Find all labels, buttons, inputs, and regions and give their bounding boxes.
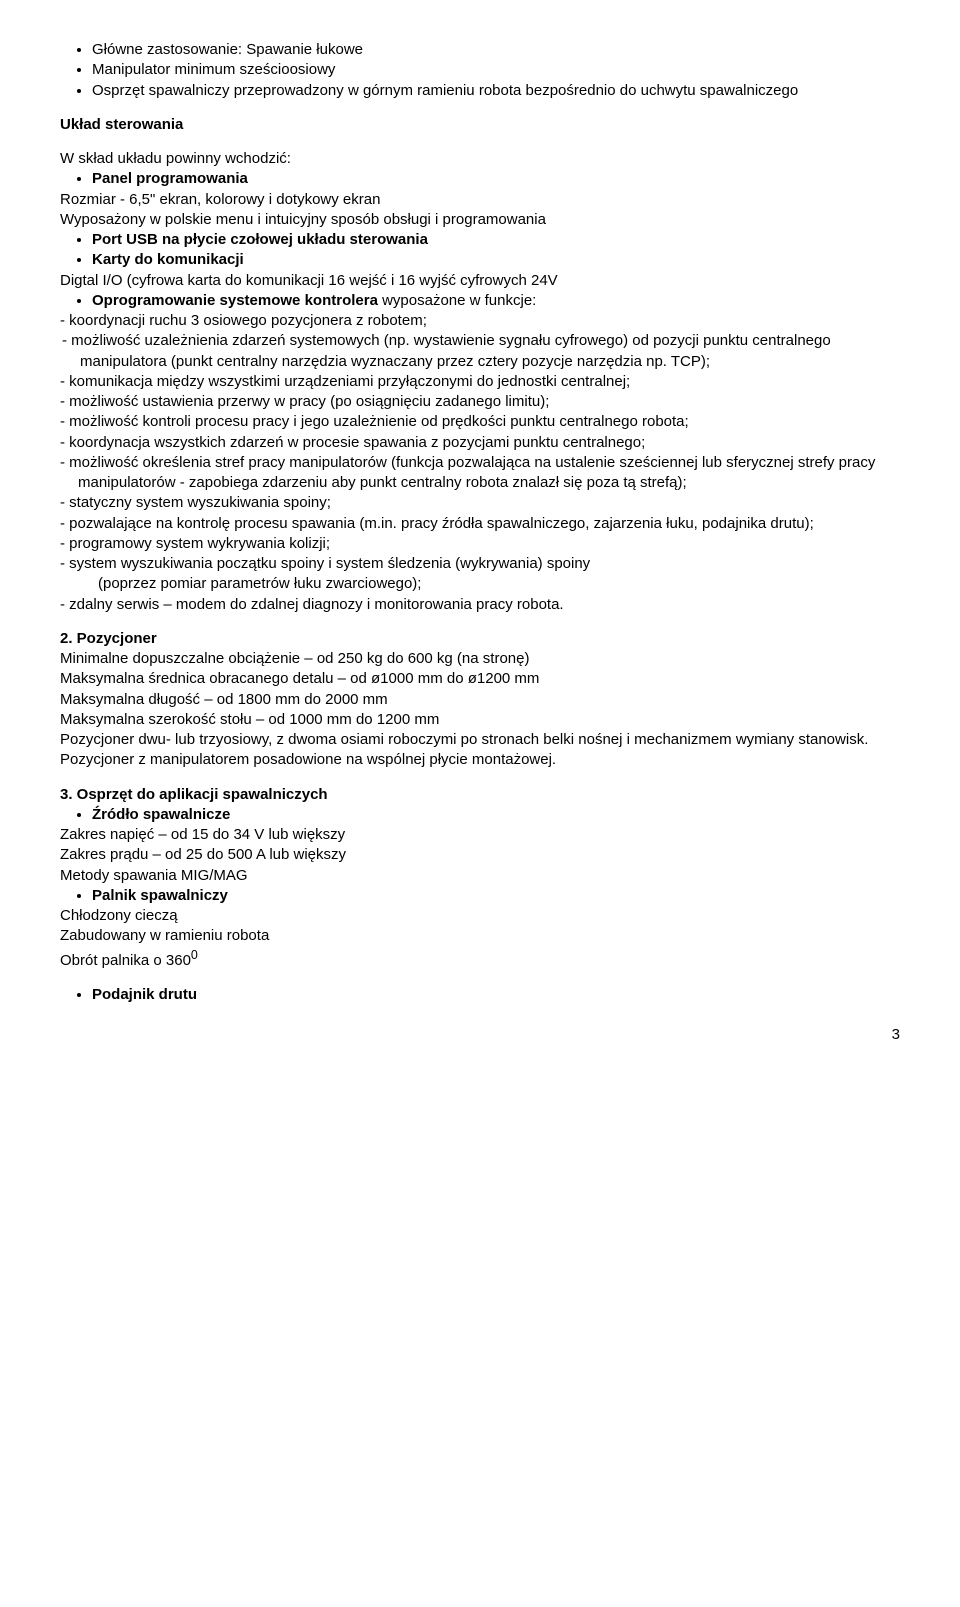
uklad-list2: Port USB na płycie czołowej układu stero… — [60, 230, 900, 271]
inline-text: Pozycjoner dwu- lub trzyosiowy, z dwoma … — [60, 730, 900, 750]
plain-line: Maksymalna długość – od 1800 mm do 2000 … — [60, 690, 900, 710]
osp-list1: Źródło spawalnicze — [60, 805, 900, 825]
superscript: 0 — [191, 948, 198, 962]
inline-text: - możliwość uzależnienia zdarzeń systemo… — [62, 331, 900, 372]
plain-line: Rozmiar - 6,5" ekran, kolorowy i dotykow… — [60, 190, 900, 210]
section-title-uklad: Układ sterowania — [60, 115, 900, 135]
plain-line: Chłodzony cieczą — [60, 906, 900, 926]
plain-line: Pozycjoner dwu- lub trzyosiowy, z dwoma … — [60, 730, 900, 750]
dash-line-cont: (poprzez pomiar parametrów łuku zwarciow… — [60, 574, 900, 594]
plain-line: Zakres prądu – od 25 do 500 A lub większ… — [60, 845, 900, 865]
bullet-item: Główne zastosowanie: Spawanie łukowe — [92, 40, 900, 60]
page-number: 3 — [60, 1025, 900, 1045]
bullet-item: Oprogramowanie systemowe kontrolera wypo… — [92, 291, 900, 311]
plain-line: Zakres napięć – od 15 do 34 V lub większ… — [60, 825, 900, 845]
section-title-osp: 3. Osprzęt do aplikacji spawalniczych — [60, 785, 900, 805]
dash-line: - komunikacja między wszystkimi urządzen… — [60, 372, 900, 392]
osp-list2: Palnik spawalniczy — [60, 886, 900, 906]
dash-line: - możliwość ustawienia przerwy w pracy (… — [60, 392, 900, 412]
bullet-item: Port USB na płycie czołowej układu stero… — [92, 230, 900, 250]
dash-line: - możliwość uzależnienia zdarzeń systemo… — [60, 331, 900, 372]
bullet-item: Osprzęt spawalniczy przeprowadzony w gór… — [92, 81, 900, 101]
bullet-item: Manipulator minimum sześcioosiowy — [92, 60, 900, 80]
dash-line: - system wyszukiwania początku spoiny i … — [60, 554, 900, 574]
bullet-item: Palnik spawalniczy — [92, 886, 900, 906]
top-bullets: Główne zastosowanie: Spawanie łukowe Man… — [60, 40, 900, 101]
section-title-poz: 2. Pozycjoner — [60, 629, 900, 649]
inline-text: - możliwość określenia stref pracy manip… — [60, 453, 900, 494]
dash-line: - programowy system wykrywania kolizji; — [60, 534, 900, 554]
plain-line: Maksymalna średnica obracanego detalu – … — [60, 669, 900, 689]
dash-line: - statyczny system wyszukiwania spoiny; — [60, 493, 900, 513]
uklad-list: Panel programowania — [60, 169, 900, 189]
bullet-item: Źródło spawalnicze — [92, 805, 900, 825]
bold-text: Oprogramowanie systemowe kontrolera — [92, 292, 378, 309]
plain-line: Pozycjoner z manipulatorem posadowione n… — [60, 750, 900, 770]
bullet-item: Karty do komunikacji — [92, 250, 900, 270]
plain-line: Metody spawania MIG/MAG — [60, 866, 900, 886]
inline-text: wyposażone w funkcje: — [378, 292, 536, 309]
plain-line: Wyposażony w polskie menu i intuicyjny s… — [60, 210, 900, 230]
dash-line: - koordynacji ruchu 3 osiowego pozycjone… — [60, 311, 900, 331]
bullet-item: Podajnik drutu — [92, 985, 900, 1005]
dash-line: - pozwalające na kontrolę procesu spawan… — [60, 514, 900, 534]
intro-line: W skład układu powinny wchodzić: — [60, 149, 900, 169]
osp-list3: Podajnik drutu — [60, 985, 900, 1005]
inline-text: - koordynacja wszystkich zdarzeń w proce… — [60, 433, 900, 453]
uklad-list3: Oprogramowanie systemowe kontrolera wypo… — [60, 291, 900, 311]
dash-line: - zdalny serwis – modem do zdalnej diagn… — [60, 595, 900, 615]
bullet-item: Panel programowania — [92, 169, 900, 189]
plain-line: Maksymalna szerokość stołu – od 1000 mm … — [60, 710, 900, 730]
inline-text: - pozwalające na kontrolę procesu spawan… — [60, 514, 900, 534]
dash-line: - możliwość określenia stref pracy manip… — [60, 453, 900, 494]
dash-line: - koordynacja wszystkich zdarzeń w proce… — [60, 433, 900, 453]
inline-text: - możliwość kontroli procesu pracy i jeg… — [60, 412, 900, 432]
plain-line: Obrót palnika o 3600 — [60, 947, 900, 971]
dash-line: - możliwość kontroli procesu pracy i jeg… — [60, 412, 900, 432]
plain-line: Minimalne dopuszczalne obciążenie – od 2… — [60, 649, 900, 669]
plain-line: Zabudowany w ramieniu robota — [60, 926, 900, 946]
plain-line: Digtal I/O (cyfrowa karta do komunikacji… — [60, 271, 900, 291]
inline-text: Obrót palnika o 360 — [60, 952, 191, 969]
